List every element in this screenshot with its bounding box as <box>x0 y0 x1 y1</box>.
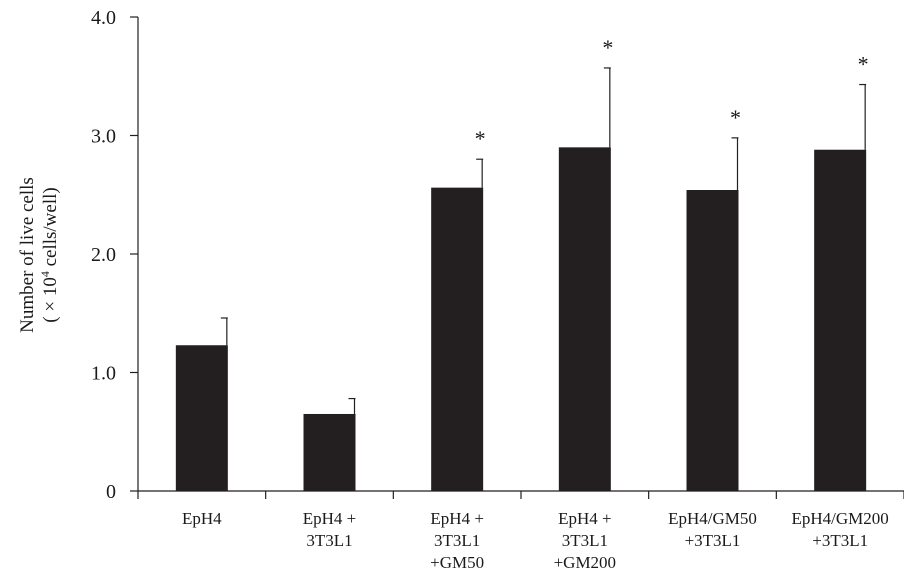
x-tick-label: EpH4 + <box>430 509 484 528</box>
y-tick-label: 4.0 <box>91 7 116 29</box>
significance-marker: * <box>730 105 741 130</box>
plot-area: 0 1.0 2.0 3.0 4.0 EpH4 EpH4 + 3T3L1 * EpH4 + 3T3L1… <box>91 7 904 572</box>
x-tick-label: EpH4 + <box>558 509 612 528</box>
y-axis-title-line2: ( × 104 cells/well) <box>38 187 61 322</box>
y-axis-title-prefix: ( × 10 <box>40 277 61 323</box>
x-tick-label: EpH4 <box>182 509 222 528</box>
x-tick-label: EpH4 + <box>303 509 357 528</box>
x-tick-label: +3T3L1 <box>685 531 741 550</box>
bar <box>303 413 356 491</box>
x-tick-label: 3T3L1 <box>306 531 352 550</box>
x-tick-label: EpH4/GM50 <box>668 509 757 528</box>
x-tick-label: 3T3L1 <box>562 531 608 550</box>
bar <box>558 147 611 491</box>
significance-marker: * <box>475 126 486 151</box>
bar <box>175 345 228 491</box>
y-tick-label: 2.0 <box>91 244 116 266</box>
y-axis-title-line1: Number of live cells <box>17 177 38 333</box>
y-axis-title: Number of live cells ( × 104 cells/well) <box>17 177 61 333</box>
y-tick-label: 1.0 <box>91 363 116 385</box>
y-axis-title-suffix: cells/well) <box>40 187 61 271</box>
x-tick-label: +GM200 <box>554 553 616 572</box>
significance-marker: * <box>858 52 869 77</box>
bar <box>814 149 867 491</box>
x-tick-label: +3T3L1 <box>812 531 868 550</box>
bar <box>431 187 484 491</box>
significance-marker: * <box>602 35 613 60</box>
y-axis-title-superscript: 4 <box>38 271 52 277</box>
x-tick-label: EpH4/GM200 <box>792 509 889 528</box>
x-tick-label: 3T3L1 <box>434 531 480 550</box>
y-tick-label: 0 <box>106 481 116 503</box>
y-tick-label: 3.0 <box>91 126 116 148</box>
x-tick-label: +GM50 <box>430 553 484 572</box>
bar <box>686 190 739 491</box>
